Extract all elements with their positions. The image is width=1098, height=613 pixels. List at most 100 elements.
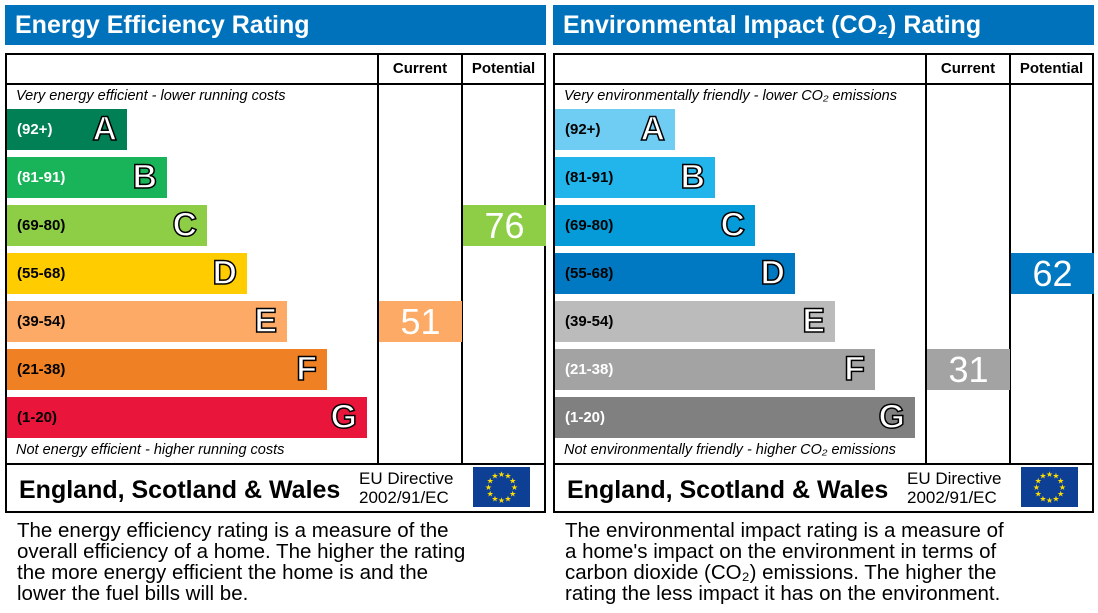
potential-header: Potential [471,60,536,77]
band-B: (81-91) B [7,157,167,198]
description-line: a home's impact on the environment in te… [565,540,997,563]
svg-text:★: ★ [1033,483,1040,492]
svg-text:★: ★ [1052,472,1059,481]
band-letter: G [878,397,906,437]
band-F: (21-38) F [7,349,327,390]
band-letter: C [720,205,746,245]
potential-score: 76 [463,205,546,246]
band-letter: C [172,205,198,245]
band-letter: E [802,301,826,341]
svg-text:★: ★ [1052,494,1059,503]
description: The energy efficiency rating is a measur… [17,520,465,604]
svg-text:★: ★ [1039,472,1046,481]
region-label: England, Scotland & Wales [567,476,889,504]
current-header: Current [940,60,996,77]
band-A: (92+) A [555,109,675,150]
directive-line: 2002/91/EC [359,488,449,507]
band-C: (69-80) C [555,205,755,246]
svg-text:★: ★ [1046,470,1053,479]
directive-line: 2002/91/EC [907,488,997,507]
rating-table: Current Potential Very energy efficient - … [5,53,546,513]
band-C: (69-80) C [7,205,207,246]
band-E: (39-54) E [555,301,835,342]
svg-text:★: ★ [1035,477,1042,486]
band-letter: A [92,109,118,149]
band-range: (55-68) [565,265,614,282]
bottom-caption: Not environmentally friendly - higher CO… [564,442,896,458]
band-letter: D [760,253,786,293]
svg-text:★: ★ [498,470,505,479]
band-letter: G [330,397,358,437]
svg-text:★: ★ [1057,490,1064,499]
band-D: (55-68) D [555,253,795,294]
description: The environmental impact rating is a mea… [565,520,1004,604]
band-G: (1-20) G [555,397,915,438]
svg-text:★: ★ [504,494,511,503]
directive-line: EU Directive [907,469,1002,488]
band-range: (69-80) [565,217,614,234]
column-divider [1009,55,1011,463]
top-caption: Very energy efficient - lower running co… [16,88,286,104]
svg-text:★: ★ [509,477,516,486]
band-range: (55-68) [17,265,66,282]
eu-directive: EU Directive 2002/91/EC [907,469,1001,507]
band-A: (92+) A [7,109,127,150]
current-header: Current [392,60,448,77]
band-letter: A [640,109,666,149]
band-range: (92+) [17,121,53,138]
description-line: the more energy efficient the home is an… [17,561,429,584]
band-letter: E [254,301,278,341]
band-letter: B [132,157,158,197]
potential-header: Potential [1019,60,1084,77]
svg-text:★: ★ [1059,483,1066,492]
description-line: lower the fuel bills will be. [17,582,249,605]
svg-text:★: ★ [491,472,498,481]
band-range: (21-38) [565,361,614,378]
band-range: (1-20) [17,409,58,426]
band-letter: B [680,157,706,197]
environment-panel: Environmental Impact (CO₂) Rating Current… [553,5,1094,613]
description-line: The energy efficiency rating is a measur… [17,519,449,542]
svg-text:★: ★ [509,490,516,499]
panel-title: Energy Efficiency Rating [5,5,546,45]
band-G: (1-20) G [7,397,367,438]
svg-text:★: ★ [1057,477,1064,486]
header-divider [7,83,544,85]
svg-text:★: ★ [487,477,494,486]
directive-line: EU Directive [359,469,454,488]
svg-text:★: ★ [1046,496,1053,505]
band-F: (21-38) F [555,349,875,390]
svg-text:★: ★ [511,483,518,492]
column-divider [461,55,463,463]
band-E: (39-54) E [7,301,287,342]
band-letter: D [212,253,238,293]
svg-text:★: ★ [498,496,505,505]
svg-text:★: ★ [487,490,494,499]
description-line: carbon dioxide (CO₂) emissions. The high… [565,561,997,584]
band-D: (55-68) D [7,253,247,294]
band-range: (81-91) [17,169,66,186]
band-range: (92+) [565,121,601,138]
svg-text:★: ★ [504,472,511,481]
energy-panel: Energy Efficiency Rating Current Potential… [5,5,546,613]
bottom-caption: Not energy efficient - higher running co… [16,442,285,458]
rating-table: Current Potential Very environmentally fri… [553,53,1094,513]
footer-divider [555,463,1092,465]
band-letter: F [295,349,317,389]
eu-flag-icon: ★ ★ ★ ★ ★ ★ ★ ★ ★ ★ ★ ★ [1021,467,1078,507]
region-label: England, Scotland & Wales [19,476,341,504]
band-B: (81-91) B [555,157,715,198]
svg-text:★: ★ [491,494,498,503]
description-line: overall efficiency of a home. The higher… [17,540,466,563]
description-line: The environmental impact rating is a mea… [565,519,1004,542]
band-range: (21-38) [17,361,66,378]
band-range: (1-20) [565,409,606,426]
band-range: (81-91) [565,169,614,186]
header-divider [555,83,1092,85]
svg-text:★: ★ [1035,490,1042,499]
eu-flag-icon: ★ ★ ★ ★ ★ ★ ★ ★ ★ ★ ★ ★ [473,467,530,507]
potential-score: 62 [1011,253,1094,294]
current-score: 51 [379,301,462,342]
column-divider [925,55,927,463]
description-line: rating the less impact it has on the env… [565,582,1001,605]
